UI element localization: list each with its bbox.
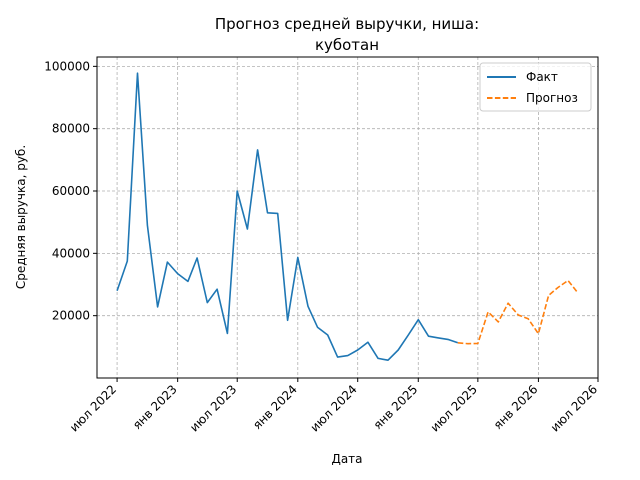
series-line-fact [116,72,459,362]
plot-area-frame [96,56,599,379]
y-tick-label: 20000 [52,309,90,323]
chart-title-line-1: Прогноз средней выручки, ниша: [215,15,479,33]
series-lines [116,72,579,362]
legend-label-fact: Факт [526,70,558,84]
y-axis-ticks: 20000 40000 60000 80000 100000 [44,59,97,323]
legend-label-forecast: Прогноз [526,91,578,105]
y-axis-label: Средняя выручка, руб. [14,145,28,289]
chart-title-line-2: куботан [315,36,379,54]
y-tick-label: 100000 [44,59,90,73]
series-line-forecast [457,279,579,345]
y-tick-label: 80000 [52,122,90,136]
y-tick-label: 60000 [52,184,90,198]
y-tick-label: 40000 [52,246,90,260]
legend: Факт Прогноз [479,62,592,112]
x-axis-label: Дата [331,452,362,466]
